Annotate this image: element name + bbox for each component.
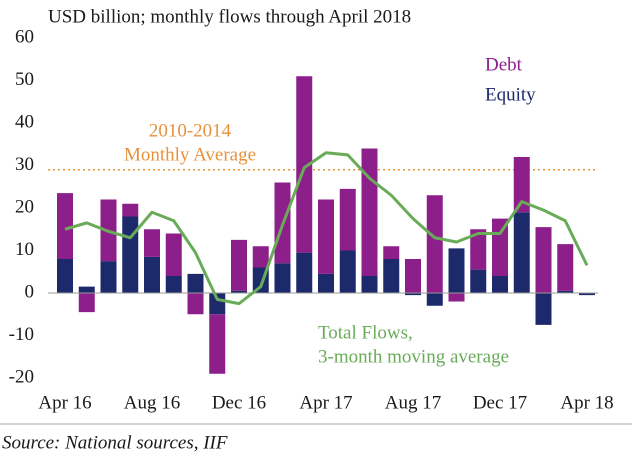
bar	[492, 276, 508, 293]
bar	[579, 293, 595, 296]
moving-average-line	[64, 151, 589, 306]
bar	[57, 259, 73, 293]
bar	[252, 246, 269, 268]
bar	[165, 276, 182, 293]
bar	[187, 273, 204, 293]
line-label: Total Flows,	[318, 322, 413, 343]
bar	[470, 269, 487, 293]
bar	[144, 256, 160, 293]
bar	[122, 216, 139, 293]
x-tick-label: Apr 18	[560, 392, 613, 413]
bar	[231, 239, 247, 291]
bar	[535, 293, 552, 325]
x-tick-label: Aug 17	[385, 392, 441, 413]
bar	[513, 212, 530, 293]
bar	[296, 76, 313, 253]
y-tick-label: 40	[15, 111, 34, 132]
line-label: 3-month moving average	[318, 346, 509, 367]
bar	[426, 195, 443, 293]
bar	[448, 293, 465, 302]
bar	[122, 203, 139, 217]
average-label: 2010-2014	[149, 120, 232, 141]
y-tick-label: 0	[25, 281, 35, 302]
bar	[318, 273, 334, 293]
bar	[274, 263, 291, 293]
bar	[470, 229, 487, 270]
bar	[426, 293, 443, 306]
bar	[209, 293, 226, 315]
average-label: Monthly Average	[124, 144, 256, 165]
bar	[209, 314, 226, 374]
bar	[405, 259, 421, 293]
x-tick-label: Aug 16	[124, 392, 180, 413]
x-tick-label: Dec 17	[473, 392, 527, 413]
bar	[100, 261, 117, 293]
bar	[448, 248, 465, 293]
bar	[165, 233, 182, 276]
bar	[383, 259, 400, 293]
legend-label: Debt	[485, 54, 523, 75]
x-tick-label: Dec 16	[212, 392, 266, 413]
bar	[361, 148, 378, 276]
bar	[318, 199, 334, 274]
bar	[557, 244, 574, 291]
x-tick-label: Apr 16	[38, 392, 91, 413]
chart-title: USD billion; monthly flows through April…	[48, 6, 411, 27]
bar	[57, 193, 73, 259]
legend-label: Equity	[485, 84, 536, 105]
y-tick-label: -10	[9, 324, 34, 345]
y-tick-label: 30	[15, 154, 34, 175]
bar	[144, 229, 160, 257]
source: Source: National sources, IIF	[2, 432, 228, 453]
bar	[231, 290, 247, 293]
y-tick-label: -20	[9, 366, 34, 387]
bar	[361, 276, 378, 293]
bar	[187, 293, 204, 315]
y-tick-label: 20	[15, 196, 34, 217]
bar	[339, 188, 356, 251]
bar	[535, 227, 552, 293]
bar	[296, 252, 313, 293]
bar	[405, 293, 421, 296]
bar	[383, 246, 400, 259]
bar	[557, 290, 574, 293]
y-tick-label: 10	[15, 239, 34, 260]
bar	[339, 250, 356, 293]
x-tick-label: Apr 17	[299, 392, 352, 413]
y-tick-label: 50	[15, 69, 34, 90]
bar	[513, 157, 530, 213]
bar	[78, 286, 95, 293]
bar	[78, 293, 95, 313]
y-tick-label: 60	[15, 26, 34, 47]
